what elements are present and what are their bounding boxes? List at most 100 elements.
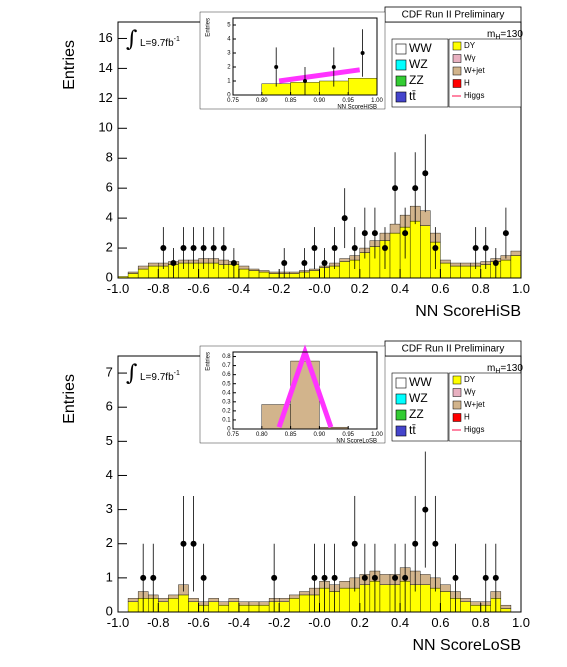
x-tick-label: 1.00 — [371, 98, 383, 104]
legend-label: WW — [409, 41, 432, 55]
y-tick-label: 6 — [106, 399, 113, 414]
plot-frame — [232, 351, 378, 430]
bar-segment — [500, 608, 512, 613]
y-tick-label: 8 — [106, 150, 113, 165]
data-point — [422, 170, 429, 177]
legend-label: ZZ — [409, 407, 424, 421]
data-point — [361, 230, 368, 237]
bar-segment — [420, 584, 431, 613]
data-point — [180, 245, 187, 252]
legend-label: H — [464, 79, 470, 88]
data-point — [482, 245, 489, 252]
bar-segment — [299, 591, 310, 596]
legend-swatch — [395, 377, 407, 389]
data-point — [331, 574, 338, 581]
x-axis-label: NN ScoreHiSB — [415, 303, 521, 320]
data-point — [281, 260, 288, 267]
bar-segment — [389, 232, 401, 279]
mass-label: mH=130 — [487, 363, 523, 375]
bar-segment — [258, 604, 270, 613]
chart-title: CDF Run II Preliminary — [402, 344, 505, 355]
x-tick-label: -1.0 — [107, 281, 129, 296]
bar-segment — [290, 360, 320, 430]
integral-sign: ∫ — [126, 27, 138, 52]
x-tick-label: -0.8 — [147, 615, 169, 630]
y-tick-label: 2 — [106, 239, 113, 254]
data-point — [402, 230, 409, 237]
x-tick-label: 0.75 — [227, 98, 239, 104]
y-tick-label: 0.3 — [222, 399, 231, 405]
legend-label: W+jet — [464, 66, 485, 75]
inset-x-label: NN ScoreHiSB — [337, 105, 377, 111]
plot-frame — [232, 17, 378, 96]
inset-y-label: Entries — [206, 352, 212, 371]
bar-segment — [339, 587, 350, 613]
y-tick-label: 0 — [227, 93, 231, 99]
bar-segment — [460, 601, 471, 613]
mass-symbol: m — [487, 29, 495, 40]
bar-segment — [379, 574, 391, 585]
data-point — [341, 215, 348, 222]
legend-swatch — [452, 388, 462, 397]
data-point — [274, 65, 279, 69]
y-tick-label: 5 — [227, 23, 231, 29]
bar-segment — [218, 604, 230, 613]
data-point — [502, 230, 509, 237]
y-tick-label: 0 — [227, 427, 231, 433]
data-point — [351, 540, 358, 547]
bar-segment — [389, 223, 401, 234]
bar-segment — [510, 250, 522, 256]
bar-segment — [248, 270, 260, 279]
legend-swatch — [452, 41, 462, 51]
x-tick-label: 0.90 — [314, 98, 326, 104]
mass-subscript: H — [495, 34, 500, 41]
x-tick-label: 0.90 — [314, 432, 326, 438]
data-point — [331, 245, 338, 252]
y-tick-label: 0 — [106, 269, 113, 284]
data-point — [200, 574, 207, 581]
y-tick-label: 12 — [98, 90, 112, 105]
inset-x-label: NN ScoreLoSB — [336, 439, 377, 445]
bar-segment — [500, 259, 512, 279]
chart-title: CDF Run II Preliminary — [402, 10, 505, 21]
legend-label: W+jet — [464, 400, 485, 409]
legend-label: tt̄ — [409, 423, 416, 437]
data-point — [371, 230, 378, 237]
y-tick-label: 16 — [98, 30, 112, 45]
data-point — [432, 540, 439, 547]
data-point — [381, 245, 388, 252]
legend-swatch — [395, 425, 407, 437]
bar-segment — [440, 591, 451, 613]
bar-segment — [500, 604, 512, 609]
x-tick-label: 0.80 — [256, 432, 268, 438]
legend-swatch — [395, 91, 407, 103]
legend-label: DY — [464, 41, 476, 50]
bar-segment — [158, 601, 169, 613]
bar-segment — [148, 265, 159, 279]
y-tick-label: 4 — [227, 37, 231, 43]
bar-segment — [228, 601, 240, 613]
data-point — [472, 245, 479, 252]
y-tick-label: 14 — [98, 60, 112, 75]
x-tick-label: -0.6 — [187, 615, 209, 630]
y-tick-label: 0.1 — [222, 418, 231, 424]
bar-segment — [460, 262, 471, 267]
legend-label: DY — [464, 375, 476, 384]
bar-segment — [470, 604, 481, 613]
data-point — [303, 79, 307, 83]
bar-segment — [188, 601, 199, 613]
bar-segment — [289, 271, 300, 274]
y-tick-label: 4 — [106, 210, 113, 225]
x-tick-label: 0.4 — [391, 615, 409, 630]
y-tick-label: 0.6 — [222, 372, 231, 378]
data-point — [150, 574, 157, 581]
data-point — [402, 574, 409, 581]
data-point — [220, 245, 227, 252]
y-tick-label: 7 — [106, 365, 113, 380]
y-tick-label: 3 — [227, 51, 231, 57]
bar-segment — [258, 601, 270, 606]
bar-segment — [258, 270, 270, 273]
y-tick-label: 0.4 — [222, 390, 231, 396]
data-point — [452, 574, 459, 581]
